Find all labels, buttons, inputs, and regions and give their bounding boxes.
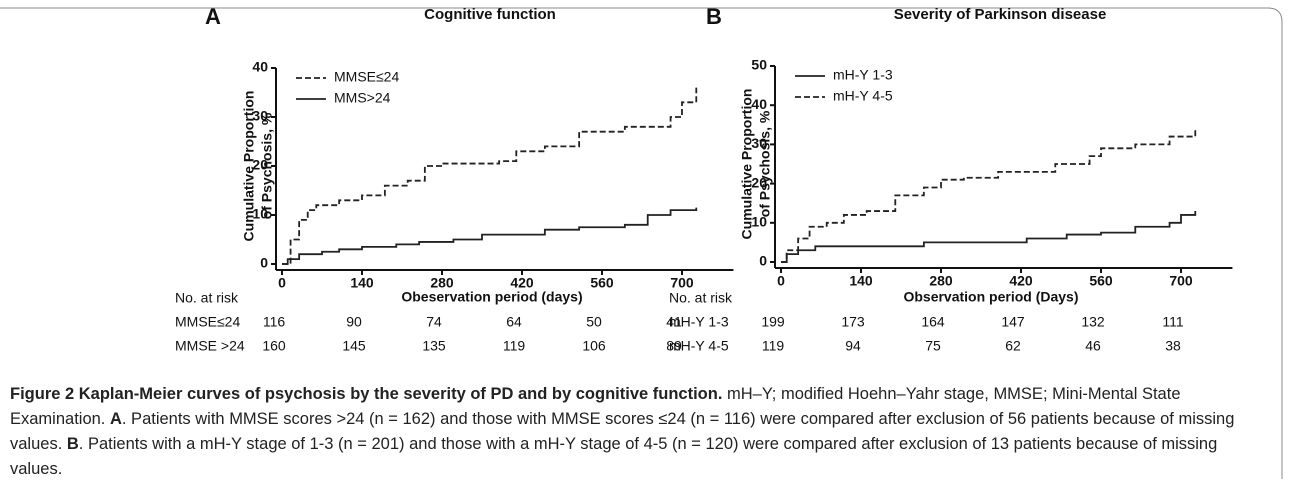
risk-count: 75 <box>925 338 941 354</box>
risk-count: 119 <box>503 338 526 354</box>
x-tick-label: 280 <box>430 275 454 291</box>
y-tick-label: 30 <box>252 108 268 124</box>
risk-count: 132 <box>1081 314 1105 330</box>
x-tick-label: 0 <box>278 275 286 291</box>
risk-count: 147 <box>1001 314 1025 330</box>
x-tick-label: 700 <box>670 275 694 291</box>
caption-segment: mH–Y; modified Hoehn–Yahr stage, MMSE; M… <box>10 385 1181 428</box>
y-axis-label: Cumulative Proportion <box>241 91 257 242</box>
km-curve <box>282 87 698 265</box>
x-tick-label: 560 <box>590 275 614 291</box>
risk-row-label: mH-Y 1-3 <box>669 314 729 330</box>
y-axis-label: Cumulative Proportion <box>739 89 755 240</box>
chart-title: Cognitive function <box>424 6 556 23</box>
figure-border <box>0 7 1283 380</box>
risk-count: 106 <box>582 338 606 354</box>
x-axis-label: Obeservation period (days) <box>401 289 582 305</box>
risk-count: 38 <box>1165 338 1181 354</box>
risk-table-title: No. at risk <box>175 290 239 306</box>
caption: Figure 2 Kaplan-Meier curves of psychosi… <box>10 382 1272 482</box>
x-tick-label: 280 <box>929 273 953 289</box>
risk-count: 74 <box>426 314 442 330</box>
chart-title: Severity of Parkinson disease <box>894 6 1107 23</box>
x-tick-label: 560 <box>1089 273 1113 289</box>
y-tick-label: 0 <box>759 253 767 269</box>
y-tick-label: 10 <box>751 214 767 230</box>
figure-border-bottom <box>1281 380 1283 479</box>
risk-count: 135 <box>422 338 446 354</box>
x-tick-label: 420 <box>1009 273 1033 289</box>
risk-count: 145 <box>342 338 366 354</box>
risk-count: 50 <box>586 314 602 330</box>
panel-letter: A <box>205 4 221 29</box>
y-tick-label: 30 <box>751 135 767 151</box>
risk-count: 111 <box>1162 314 1183 330</box>
risk-count: 173 <box>841 314 865 330</box>
legend-label: MMSE≤24 <box>334 69 399 85</box>
x-tick-label: 0 <box>777 273 785 289</box>
y-tick-label: 40 <box>751 96 767 112</box>
risk-count: 62 <box>1005 338 1021 354</box>
risk-table-title: No. at risk <box>669 290 733 306</box>
caption-segment: . Patients with a mH-Y stage of 1-3 (n =… <box>10 435 1218 478</box>
risk-count: 94 <box>845 338 861 354</box>
km-curve <box>781 128 1197 263</box>
caption-segment: . Patients with MMSE scores >24 (n = 162… <box>10 410 1235 453</box>
panel-letter: B <box>706 4 722 29</box>
y-axis-label: of Psychosis, % <box>757 110 773 217</box>
risk-row-label: mH-Y 4-5 <box>669 338 729 354</box>
figure: A Cognitive function Cumulative Proportion… <box>0 4 1283 380</box>
risk-count: 46 <box>1085 338 1101 354</box>
x-tick-label: 140 <box>849 273 873 289</box>
y-tick-label: 20 <box>252 157 268 173</box>
y-tick-label: 0 <box>260 255 268 271</box>
risk-count: 119 <box>762 338 785 354</box>
legend-label: mH-Y 4-5 <box>833 88 893 104</box>
y-tick-label: 40 <box>252 59 268 75</box>
x-tick-label: 420 <box>510 275 534 291</box>
y-tick-label: 10 <box>252 206 268 222</box>
legend-label: MMS>24 <box>334 90 391 106</box>
risk-count: 89 <box>666 338 682 354</box>
y-tick-label: 20 <box>751 174 767 190</box>
risk-count: 116 <box>263 314 286 330</box>
risk-count: 64 <box>506 314 522 330</box>
y-axis-label: of Psychosis, % <box>259 112 275 219</box>
risk-count: 160 <box>262 338 286 354</box>
x-tick-label: 700 <box>1169 273 1193 289</box>
risk-count: 90 <box>346 314 362 330</box>
caption-segment: A <box>109 410 122 428</box>
caption-segment: B <box>66 435 79 453</box>
y-tick-label: 50 <box>751 57 767 73</box>
risk-count: 199 <box>761 314 785 330</box>
risk-row-label: MMSE >24 <box>175 338 245 354</box>
risk-count: 41 <box>666 314 682 330</box>
legend-label: mH-Y 1-3 <box>833 67 893 83</box>
caption-segment: Figure 2 Kaplan-Meier curves of psychosi… <box>10 385 723 403</box>
risk-row-label: MMSE≤24 <box>175 314 240 330</box>
risk-count: 164 <box>921 314 945 330</box>
x-axis-label: Observation period (Days) <box>903 289 1078 305</box>
x-tick-label: 140 <box>350 275 374 291</box>
km-curve <box>282 207 698 265</box>
km-curve <box>781 211 1197 263</box>
